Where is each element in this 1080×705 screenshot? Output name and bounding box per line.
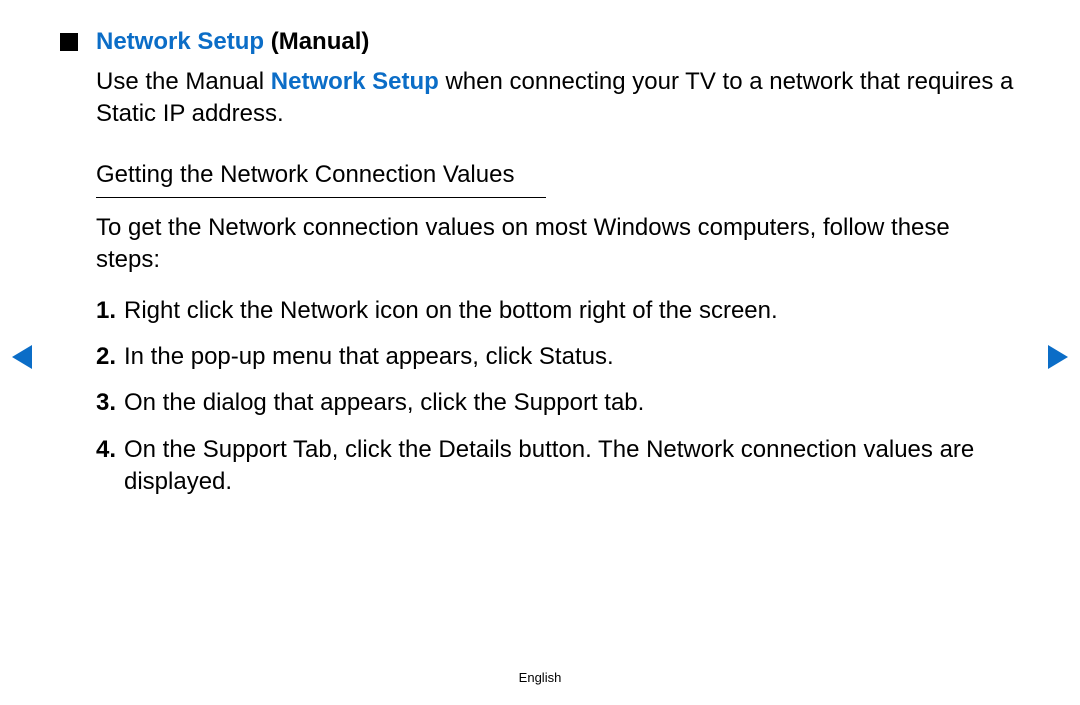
bullet-icon	[60, 33, 78, 51]
step-item: 1. Right click the Network icon on the b…	[96, 295, 1020, 327]
nav-prev-icon[interactable]	[12, 345, 32, 369]
steps-list: 1. Right click the Network icon on the b…	[96, 295, 1020, 499]
step-item: 4. On the Support Tab, click the Details…	[96, 434, 1020, 499]
page-content: Network Setup (Manual) Use the Manual Ne…	[0, 0, 1080, 499]
intro-highlight: Network Setup	[271, 68, 439, 95]
subintro-paragraph: To get the Network connection values on …	[96, 212, 1020, 277]
step-text: On the dialog that appears, click the Su…	[124, 387, 1020, 419]
step-text: On the Support Tab, click the Details bu…	[124, 434, 1020, 499]
step-item: 3. On the dialog that appears, click the…	[96, 387, 1020, 419]
step-number: 3.	[96, 387, 124, 419]
subheading: Getting the Network Connection Values	[96, 161, 514, 193]
footer-language: English	[0, 670, 1080, 685]
intro-pre: Use the Manual	[96, 68, 271, 95]
step-item: 2. In the pop-up menu that appears, clic…	[96, 341, 1020, 373]
subheading-underline	[96, 197, 546, 198]
heading-title: Network Setup	[96, 28, 264, 55]
nav-next-icon[interactable]	[1048, 345, 1068, 369]
step-text: In the pop-up menu that appears, click S…	[124, 341, 1020, 373]
step-number: 1.	[96, 295, 124, 327]
section-heading: Network Setup (Manual)	[60, 28, 1020, 56]
heading-text: Network Setup (Manual)	[96, 28, 369, 56]
step-number: 2.	[96, 341, 124, 373]
step-number: 4.	[96, 434, 124, 499]
intro-paragraph: Use the Manual Network Setup when connec…	[96, 66, 1020, 131]
step-text: Right click the Network icon on the bott…	[124, 295, 1020, 327]
heading-paren: (Manual)	[271, 28, 370, 55]
